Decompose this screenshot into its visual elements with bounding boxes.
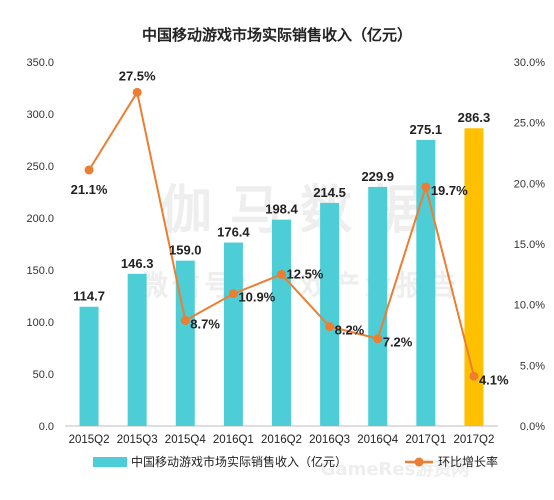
y-left-tick-label: 150.0 bbox=[26, 265, 54, 277]
x-tick-label: 2015Q4 bbox=[165, 434, 207, 446]
line-point bbox=[180, 315, 190, 325]
y-left-tick-label: 100.0 bbox=[26, 317, 54, 329]
bar bbox=[416, 139, 436, 426]
y-left-tick-label: 200.0 bbox=[26, 213, 54, 225]
y-right-tick-label: 20.0% bbox=[514, 178, 545, 190]
y-right-tick-label: 30.0% bbox=[514, 57, 545, 69]
legend-bar-label: 中国移动游戏市场实际销售收入（亿元） bbox=[131, 454, 347, 469]
bar-value-label: 286.3 bbox=[458, 110, 491, 125]
line-point bbox=[228, 289, 238, 299]
bar-value-label: 214.5 bbox=[313, 185, 346, 200]
legend: 中国移动游戏市场实际销售收入（亿元） 环比增长率 bbox=[93, 454, 498, 469]
bar-value-label: 146.3 bbox=[121, 256, 154, 271]
bar-value-label: 176.4 bbox=[217, 225, 250, 240]
bar bbox=[127, 273, 147, 426]
line-value-label: 8.2% bbox=[335, 323, 365, 338]
bar-series bbox=[79, 128, 484, 427]
bar-value-label: 198.4 bbox=[265, 202, 298, 217]
x-tick-label: 2015Q2 bbox=[69, 434, 110, 446]
line-value-label: 27.5% bbox=[119, 68, 156, 83]
x-tick-label: 2016Q1 bbox=[213, 434, 254, 446]
watermark-corner: GameRes游资网 bbox=[321, 458, 470, 480]
bar bbox=[79, 306, 99, 426]
bar bbox=[272, 219, 291, 426]
x-tick-label: 2016Q3 bbox=[309, 434, 350, 446]
bar-value-label: 159.0 bbox=[169, 243, 202, 258]
x-tick-label: 2015Q3 bbox=[117, 434, 158, 446]
bar bbox=[223, 242, 243, 426]
line-value-label: 4.1% bbox=[479, 372, 509, 387]
y-right-tick-label: 5.0% bbox=[520, 360, 545, 372]
line-point bbox=[469, 371, 479, 381]
y-left-tick-label: 0.0 bbox=[39, 421, 54, 433]
x-tick-label: 2017Q1 bbox=[405, 434, 446, 446]
line-value-label: 7.2% bbox=[383, 335, 413, 350]
bar-value-label: 114.7 bbox=[73, 289, 105, 304]
bar bbox=[320, 202, 340, 426]
y-left-tick-label: 50.0 bbox=[33, 369, 54, 381]
y-left-tick-label: 250.0 bbox=[26, 161, 54, 173]
line-value-label: 12.5% bbox=[287, 266, 324, 281]
y-right-tick-label: 25.0% bbox=[514, 118, 545, 130]
line-value-label: 8.7% bbox=[190, 316, 220, 331]
line-point bbox=[132, 87, 142, 97]
line-point bbox=[84, 165, 94, 175]
legend-bar-swatch bbox=[93, 457, 127, 467]
x-tick-label: 2016Q2 bbox=[261, 434, 302, 446]
bar bbox=[464, 128, 484, 427]
bar bbox=[368, 186, 388, 426]
y-right-tick-label: 0.0% bbox=[520, 421, 545, 433]
chart-title: 中国移动游戏市场实际销售收入（亿元） bbox=[142, 26, 412, 44]
data-labels: 114.7 146.3 159.0 176.4 198.4 214.5 229.9 275.1… bbox=[71, 68, 509, 387]
bar-value-label: 229.9 bbox=[361, 169, 394, 184]
line-point bbox=[421, 182, 431, 192]
line-point bbox=[325, 322, 335, 332]
axes: 0.0 50.0 100.0 150.0 200.0 250.0 300.0 350.0 0.0… bbox=[26, 57, 545, 446]
x-tick-label: 2017Q2 bbox=[453, 434, 494, 446]
line-point bbox=[277, 269, 286, 279]
y-left-tick-label: 350.0 bbox=[26, 57, 54, 69]
legend-line-marker bbox=[414, 457, 424, 467]
line-series bbox=[84, 87, 479, 381]
bar-value-label: 275.1 bbox=[410, 122, 443, 137]
line-value-label: 21.1% bbox=[71, 182, 108, 197]
y-right-tick-label: 10.0% bbox=[514, 300, 545, 312]
x-tick-label: 2016Q4 bbox=[357, 434, 399, 446]
legend-line-label: 环比增长率 bbox=[438, 454, 498, 469]
watermark-main: 伽马数据 bbox=[160, 181, 440, 241]
line-value-label: 19.7% bbox=[431, 183, 468, 198]
line-value-label: 10.9% bbox=[238, 290, 275, 305]
y-left-tick-label: 300.0 bbox=[26, 109, 54, 121]
line-point bbox=[373, 334, 383, 344]
y-right-tick-label: 15.0% bbox=[514, 239, 545, 251]
